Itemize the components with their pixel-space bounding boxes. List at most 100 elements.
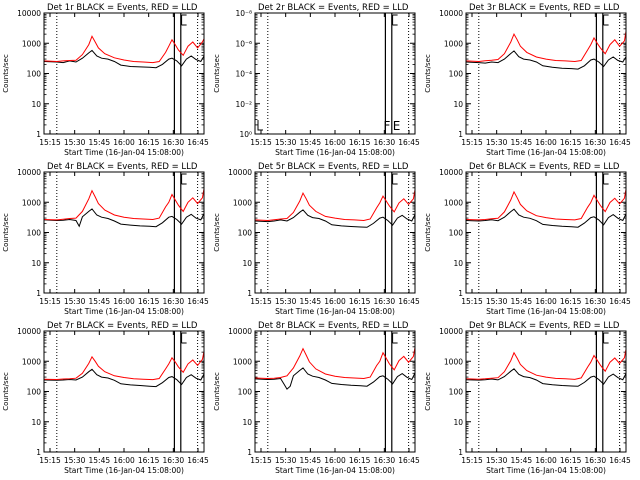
y-tick-label: 10 <box>31 259 41 268</box>
y-tick-label: 100 <box>238 388 253 397</box>
x-tick-label: 16:00 <box>535 297 557 306</box>
panel-det-8: Det 8r BLACK = Events, RED = LLD Counts/s… <box>213 321 420 475</box>
y-axis-label: Counts/sec <box>424 213 432 252</box>
y-axis-label: Counts/sec <box>424 54 432 93</box>
y-tick-label: 10⁻⁸ <box>235 9 252 18</box>
x-tick-label: 16:45 <box>187 456 209 465</box>
x-tick-label: 15:45 <box>89 456 111 465</box>
panel-det-3: Det 3r BLACK = Events, RED = LLD Counts/s… <box>424 3 631 157</box>
x-tick-label: 16:45 <box>609 297 631 306</box>
series-line-lld <box>43 351 205 381</box>
series-line-lld <box>43 188 205 221</box>
x-tick-label: 16:30 <box>585 456 607 465</box>
x-tick-label: 15:30 <box>275 138 297 147</box>
y-tick-label: 1 <box>247 448 252 457</box>
x-tick-label: 15:45 <box>89 138 111 147</box>
panel-title: Det 8r BLACK = Events, RED = LLD <box>258 321 409 331</box>
x-tick-label: 15:15 <box>461 138 483 147</box>
y-tick-label: 100 <box>449 229 464 238</box>
y-tick-label: 1 <box>247 289 252 298</box>
interval-bracket-mark <box>603 14 609 26</box>
x-tick-label: 16:15 <box>349 138 371 147</box>
series-line-lld <box>254 189 416 222</box>
x-tick-label: 15:15 <box>250 138 272 147</box>
x-axis-label: Start Time (16-Jan-04 15:08:00) <box>486 148 606 157</box>
x-tick-label: 16:30 <box>163 297 185 306</box>
y-tick-label: 1000 <box>233 198 252 207</box>
y-tick-label: 1000 <box>22 39 41 48</box>
x-tick-label: 16:30 <box>374 456 396 465</box>
x-axis-label: Start Time (16-Jan-04 15:08:00) <box>64 148 184 157</box>
x-tick-label: 15:15 <box>39 138 61 147</box>
x-axis-label: Start Time (16-Jan-04 15:08:00) <box>64 466 184 475</box>
series-line-lld <box>43 35 205 64</box>
y-tick-label: 10000 <box>17 9 41 18</box>
y-tick-label: 100 <box>449 70 464 79</box>
y-tick-label: 100 <box>238 229 253 238</box>
series-line-events <box>254 209 416 228</box>
panel-title: Det 6r BLACK = Events, RED = LLD <box>469 162 620 172</box>
x-axis-label: Start Time (16-Jan-04 15:08:00) <box>275 148 395 157</box>
y-tick-label: 100 <box>449 388 464 397</box>
x-tick-label: 15:45 <box>511 138 533 147</box>
x-tick-label: 16:30 <box>585 138 607 147</box>
x-axis-label: Start Time (16-Jan-04 15:08:00) <box>486 307 606 316</box>
series-line-lld <box>465 349 627 380</box>
x-tick-label: 15:45 <box>300 138 322 147</box>
x-tick-label: 15:15 <box>39 297 61 306</box>
x-tick-label: 16:00 <box>324 456 346 465</box>
panel-det-6: Det 6r BLACK = Events, RED = LLD Counts/s… <box>424 162 631 316</box>
y-axis-label: Counts/sec <box>2 372 10 411</box>
x-tick-label: 16:30 <box>374 297 396 306</box>
corner-mark-e: E <box>393 119 401 133</box>
interval-bracket-mark <box>603 173 609 185</box>
x-tick-label: 16:30 <box>163 456 185 465</box>
x-tick-label: 15:30 <box>64 456 86 465</box>
x-tick-label: 15:30 <box>64 297 86 306</box>
plot-frame <box>43 330 205 453</box>
y-tick-label: 100 <box>27 229 42 238</box>
x-tick-label: 16:15 <box>560 297 582 306</box>
x-tick-label: 16:45 <box>398 297 420 306</box>
plot-frame <box>43 12 205 135</box>
series-line-events <box>465 50 627 70</box>
series-line-events <box>43 49 205 69</box>
y-axis-label: Counts/sec <box>424 372 432 411</box>
x-tick-label: 16:00 <box>113 138 135 147</box>
plot-frame <box>465 171 627 294</box>
panel-det-2: Det 2r BLACK = Events, RED = LLD Counts/s… <box>213 3 420 157</box>
y-tick-label: 1000 <box>22 198 41 207</box>
plot-frame <box>43 171 205 294</box>
y-tick-label: 1000 <box>22 357 41 366</box>
y-tick-label: 10⁻² <box>235 100 252 109</box>
x-tick-label: 15:15 <box>461 297 483 306</box>
y-tick-label: 10000 <box>17 168 41 177</box>
x-tick-label: 15:15 <box>39 456 61 465</box>
x-tick-label: 16:15 <box>560 456 582 465</box>
x-tick-label: 16:00 <box>535 138 557 147</box>
y-tick-label: 10⁻⁴ <box>235 70 252 79</box>
x-tick-label: 15:30 <box>486 297 508 306</box>
x-tick-label: 16:15 <box>138 456 160 465</box>
y-axis-label: Counts/sec <box>213 372 221 411</box>
y-axis-label: Counts/sec <box>213 213 221 252</box>
x-tick-label: 16:00 <box>535 456 557 465</box>
y-tick-label: 1 <box>36 289 41 298</box>
interval-bracket-mark-left <box>257 120 263 131</box>
plot-frame <box>254 12 416 135</box>
x-axis-label: Start Time (16-Jan-04 15:08:00) <box>486 466 606 475</box>
y-tick-label: 1 <box>458 289 463 298</box>
series-line-events <box>465 208 627 228</box>
interval-bracket-mark <box>392 14 398 26</box>
x-axis-label: Start Time (16-Jan-04 15:08:00) <box>64 307 184 316</box>
x-tick-label: 15:45 <box>89 297 111 306</box>
x-tick-label: 16:00 <box>324 138 346 147</box>
y-tick-label: 1000 <box>444 198 463 207</box>
x-tick-label: 16:45 <box>398 456 420 465</box>
y-tick-label: 1000 <box>233 357 252 366</box>
x-tick-label: 15:30 <box>275 456 297 465</box>
panel-title: Det 9r BLACK = Events, RED = LLD <box>469 321 620 331</box>
x-tick-label: 16:15 <box>138 138 160 147</box>
interval-bracket-mark <box>392 173 398 185</box>
